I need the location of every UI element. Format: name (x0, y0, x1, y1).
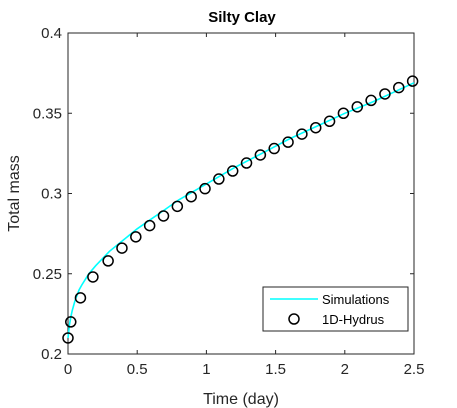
legend-hydrus-swatch (288, 313, 300, 325)
x-tick-label: 2.5 (404, 361, 425, 378)
x-tick-label: 1.5 (265, 361, 286, 378)
hydrus-marker (309, 121, 322, 134)
x-tick-label: 0 (64, 361, 72, 378)
hydrus-marker (143, 219, 156, 232)
y-tick-label: 0.3 (41, 186, 62, 203)
legend-box (262, 286, 409, 332)
hydrus-marker (282, 136, 294, 148)
hydrus-marker (296, 128, 308, 140)
hydrus-marker (323, 115, 336, 128)
y-axis-label: Total mass (6, 155, 23, 231)
hydrus-marker (171, 200, 184, 213)
hydrus-marker (213, 173, 225, 185)
hydrus-marker (87, 271, 99, 283)
x-axis-label: Time (day) (203, 391, 279, 408)
series-layer (62, 75, 419, 344)
x-tick-label: 2 (341, 361, 349, 378)
hydrus-marker (379, 88, 391, 100)
x-tick-label: 1 (202, 361, 210, 378)
hydrus-marker (240, 157, 253, 169)
legend-simulations-label: Simulations (322, 292, 390, 307)
hydrus-marker (268, 142, 280, 155)
legend-hydrus-label: 1D-Hydrus (322, 312, 385, 327)
hydrus-marker (130, 231, 142, 243)
y-tick-label: 0.25 (33, 266, 62, 283)
hydrus-marker (254, 149, 267, 161)
hydrus-marker (65, 316, 77, 328)
hydrus-marker (226, 165, 239, 177)
legend: Simulations 1D-Hydrus (262, 286, 409, 332)
hydrus-marker (406, 75, 419, 87)
hydrus-marker (199, 182, 211, 195)
hydrus-marker (74, 292, 87, 304)
axis-ticks: 0 0.5 1 1.5 2 2.5 0.2 0.25 0.3 0.35 0.4 (33, 25, 425, 378)
hydrus-marker (102, 255, 114, 267)
hydrus-marker (337, 107, 350, 119)
hydrus-marker (393, 81, 405, 94)
hydrus-marker (116, 242, 128, 254)
hydrus-marker (185, 190, 197, 203)
chart-title: Silty Clay (208, 9, 276, 26)
y-tick-label: 0.4 (41, 25, 62, 42)
y-tick-label: 0.2 (41, 346, 62, 363)
hydrus-marker (351, 101, 364, 113)
y-tick-label: 0.35 (33, 105, 62, 122)
simulations-line (67, 82, 415, 339)
hydrus-marker (365, 94, 377, 107)
x-tick-label: 0.5 (127, 361, 148, 378)
hydrus-marker (157, 210, 170, 222)
hydrus-marker (62, 332, 74, 344)
